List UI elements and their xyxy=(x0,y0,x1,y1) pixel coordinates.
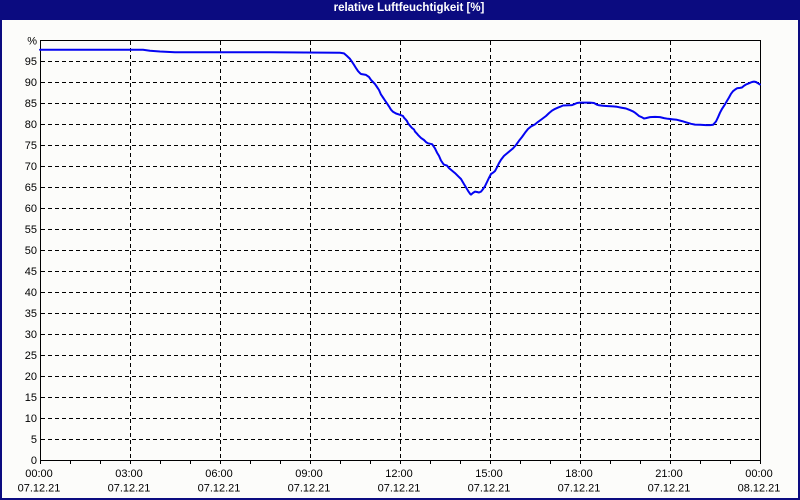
svg-text:00:00: 00:00 xyxy=(25,468,53,480)
svg-text:18:00: 18:00 xyxy=(565,468,593,480)
svg-text:06:00: 06:00 xyxy=(205,468,233,480)
svg-text:21:00: 21:00 xyxy=(655,468,683,480)
svg-text:85: 85 xyxy=(25,98,37,110)
svg-text:25: 25 xyxy=(25,350,37,362)
svg-text:03:00: 03:00 xyxy=(115,468,143,480)
svg-text:07.12.21: 07.12.21 xyxy=(648,483,691,495)
svg-text:50: 50 xyxy=(25,245,37,257)
svg-text:90: 90 xyxy=(25,77,37,89)
svg-text:30: 30 xyxy=(25,329,37,341)
svg-text:07.12.21: 07.12.21 xyxy=(288,483,331,495)
svg-text:75: 75 xyxy=(25,140,37,152)
svg-text:5: 5 xyxy=(31,434,37,446)
svg-text:07.12.21: 07.12.21 xyxy=(558,483,601,495)
svg-text:55: 55 xyxy=(25,224,37,236)
svg-text:40: 40 xyxy=(25,287,37,299)
svg-text:60: 60 xyxy=(25,203,37,215)
svg-text:07.12.21: 07.12.21 xyxy=(198,483,241,495)
svg-text:80: 80 xyxy=(25,119,37,131)
svg-text:%: % xyxy=(27,36,37,48)
svg-text:15:00: 15:00 xyxy=(475,468,503,480)
svg-text:20: 20 xyxy=(25,371,37,383)
svg-text:12:00: 12:00 xyxy=(385,468,413,480)
svg-text:07.12.21: 07.12.21 xyxy=(468,483,511,495)
svg-text:70: 70 xyxy=(25,161,37,173)
svg-text:10: 10 xyxy=(25,413,37,425)
svg-text:07.12.21: 07.12.21 xyxy=(108,483,151,495)
svg-text:65: 65 xyxy=(25,182,37,194)
svg-text:15: 15 xyxy=(25,392,37,404)
svg-text:95: 95 xyxy=(25,56,37,68)
svg-text:07.12.21: 07.12.21 xyxy=(378,483,421,495)
svg-text:07.12.21: 07.12.21 xyxy=(18,483,61,495)
svg-text:09:00: 09:00 xyxy=(295,468,323,480)
svg-text:08.12.21: 08.12.21 xyxy=(738,483,781,495)
svg-text:00:00: 00:00 xyxy=(745,468,773,480)
svg-text:0: 0 xyxy=(31,455,37,467)
svg-text:45: 45 xyxy=(25,266,37,278)
svg-text:35: 35 xyxy=(25,308,37,320)
